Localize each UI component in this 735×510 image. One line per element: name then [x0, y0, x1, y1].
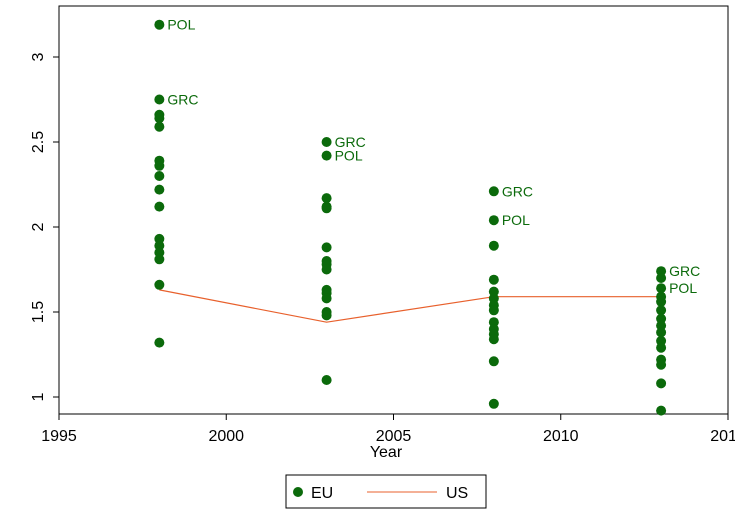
- x-axis-title: Year: [370, 444, 403, 461]
- eu-data-point: [656, 405, 667, 416]
- eu-data-point: [656, 273, 667, 283]
- eu-data-point: [656, 378, 667, 389]
- eu-point-label: POL: [335, 148, 363, 164]
- eu-data-point: [154, 160, 165, 171]
- eu-data-point: [154, 19, 165, 30]
- x-tick-label: 1995: [41, 428, 77, 445]
- eu-data-point: [488, 186, 499, 197]
- eu-point-label: GRC: [669, 263, 700, 279]
- eu-data-point: [154, 201, 165, 212]
- legend-eu-marker: [293, 487, 303, 497]
- eu-data-point: [321, 203, 332, 214]
- eu-data-point: [321, 375, 332, 385]
- eu-point-label: POL: [669, 280, 697, 296]
- eu-data-point: [656, 283, 667, 294]
- eu-data-point: [321, 242, 332, 253]
- eu-point-label: GRC: [502, 183, 533, 199]
- y-tick-label: 2: [30, 222, 47, 231]
- y-axis: 1 1.5 2 2.5 3: [30, 52, 59, 401]
- x-axis: 1995 2000 2005 2010 2015: [41, 414, 735, 445]
- legend-us-label: US: [446, 485, 468, 502]
- y-tick-label: 2.5: [30, 131, 47, 153]
- eu-point-label: GRC: [167, 92, 198, 108]
- eu-point-label: POL: [167, 17, 195, 33]
- legend: EU US: [285, 474, 487, 509]
- eu-data-point: [154, 113, 165, 124]
- eu-data-point: [488, 215, 499, 226]
- eu-data-point: [656, 342, 667, 353]
- eu-data-point: [488, 398, 499, 409]
- eu-data-point: [656, 327, 667, 338]
- x-tick-label: 2000: [208, 428, 244, 445]
- eu-data-point: [656, 359, 667, 370]
- eu-series-points: [154, 19, 667, 416]
- us-series-line: [159, 289, 662, 323]
- y-tick-label: 3: [30, 52, 47, 61]
- eu-data-point: [488, 274, 499, 285]
- eu-data-point: [656, 305, 667, 316]
- eu-data-point: [488, 334, 499, 345]
- y-tick-label: 1.5: [30, 301, 47, 323]
- eu-data-point: [154, 121, 165, 132]
- eu-data-point: [154, 94, 165, 105]
- eu-data-point: [321, 264, 332, 275]
- eu-data-point: [321, 293, 332, 304]
- y-tick-label: 1: [30, 392, 47, 401]
- eu-data-point: [154, 337, 165, 348]
- eu-data-point: [488, 356, 499, 367]
- eu-data-point: [321, 193, 332, 204]
- x-tick-label: 2005: [376, 428, 412, 445]
- eu-data-point: [488, 305, 499, 316]
- legend-eu-label: EU: [311, 485, 333, 502]
- eu-data-point: [656, 296, 667, 307]
- eu-data-point: [154, 171, 165, 181]
- eu-data-point: [321, 150, 332, 161]
- eu-data-point: [154, 184, 165, 195]
- eu-data-point: [154, 254, 165, 265]
- eu-data-point: [321, 310, 332, 321]
- eu-data-point: [154, 279, 165, 290]
- us-line: [159, 289, 662, 323]
- eu-data-point: [321, 137, 332, 147]
- eu-point-label: GRC: [335, 134, 366, 150]
- eu-data-point: [488, 240, 499, 251]
- x-tick-label: 2015: [710, 428, 735, 445]
- x-tick-label: 2010: [543, 428, 579, 445]
- eu-point-label: POL: [502, 212, 530, 228]
